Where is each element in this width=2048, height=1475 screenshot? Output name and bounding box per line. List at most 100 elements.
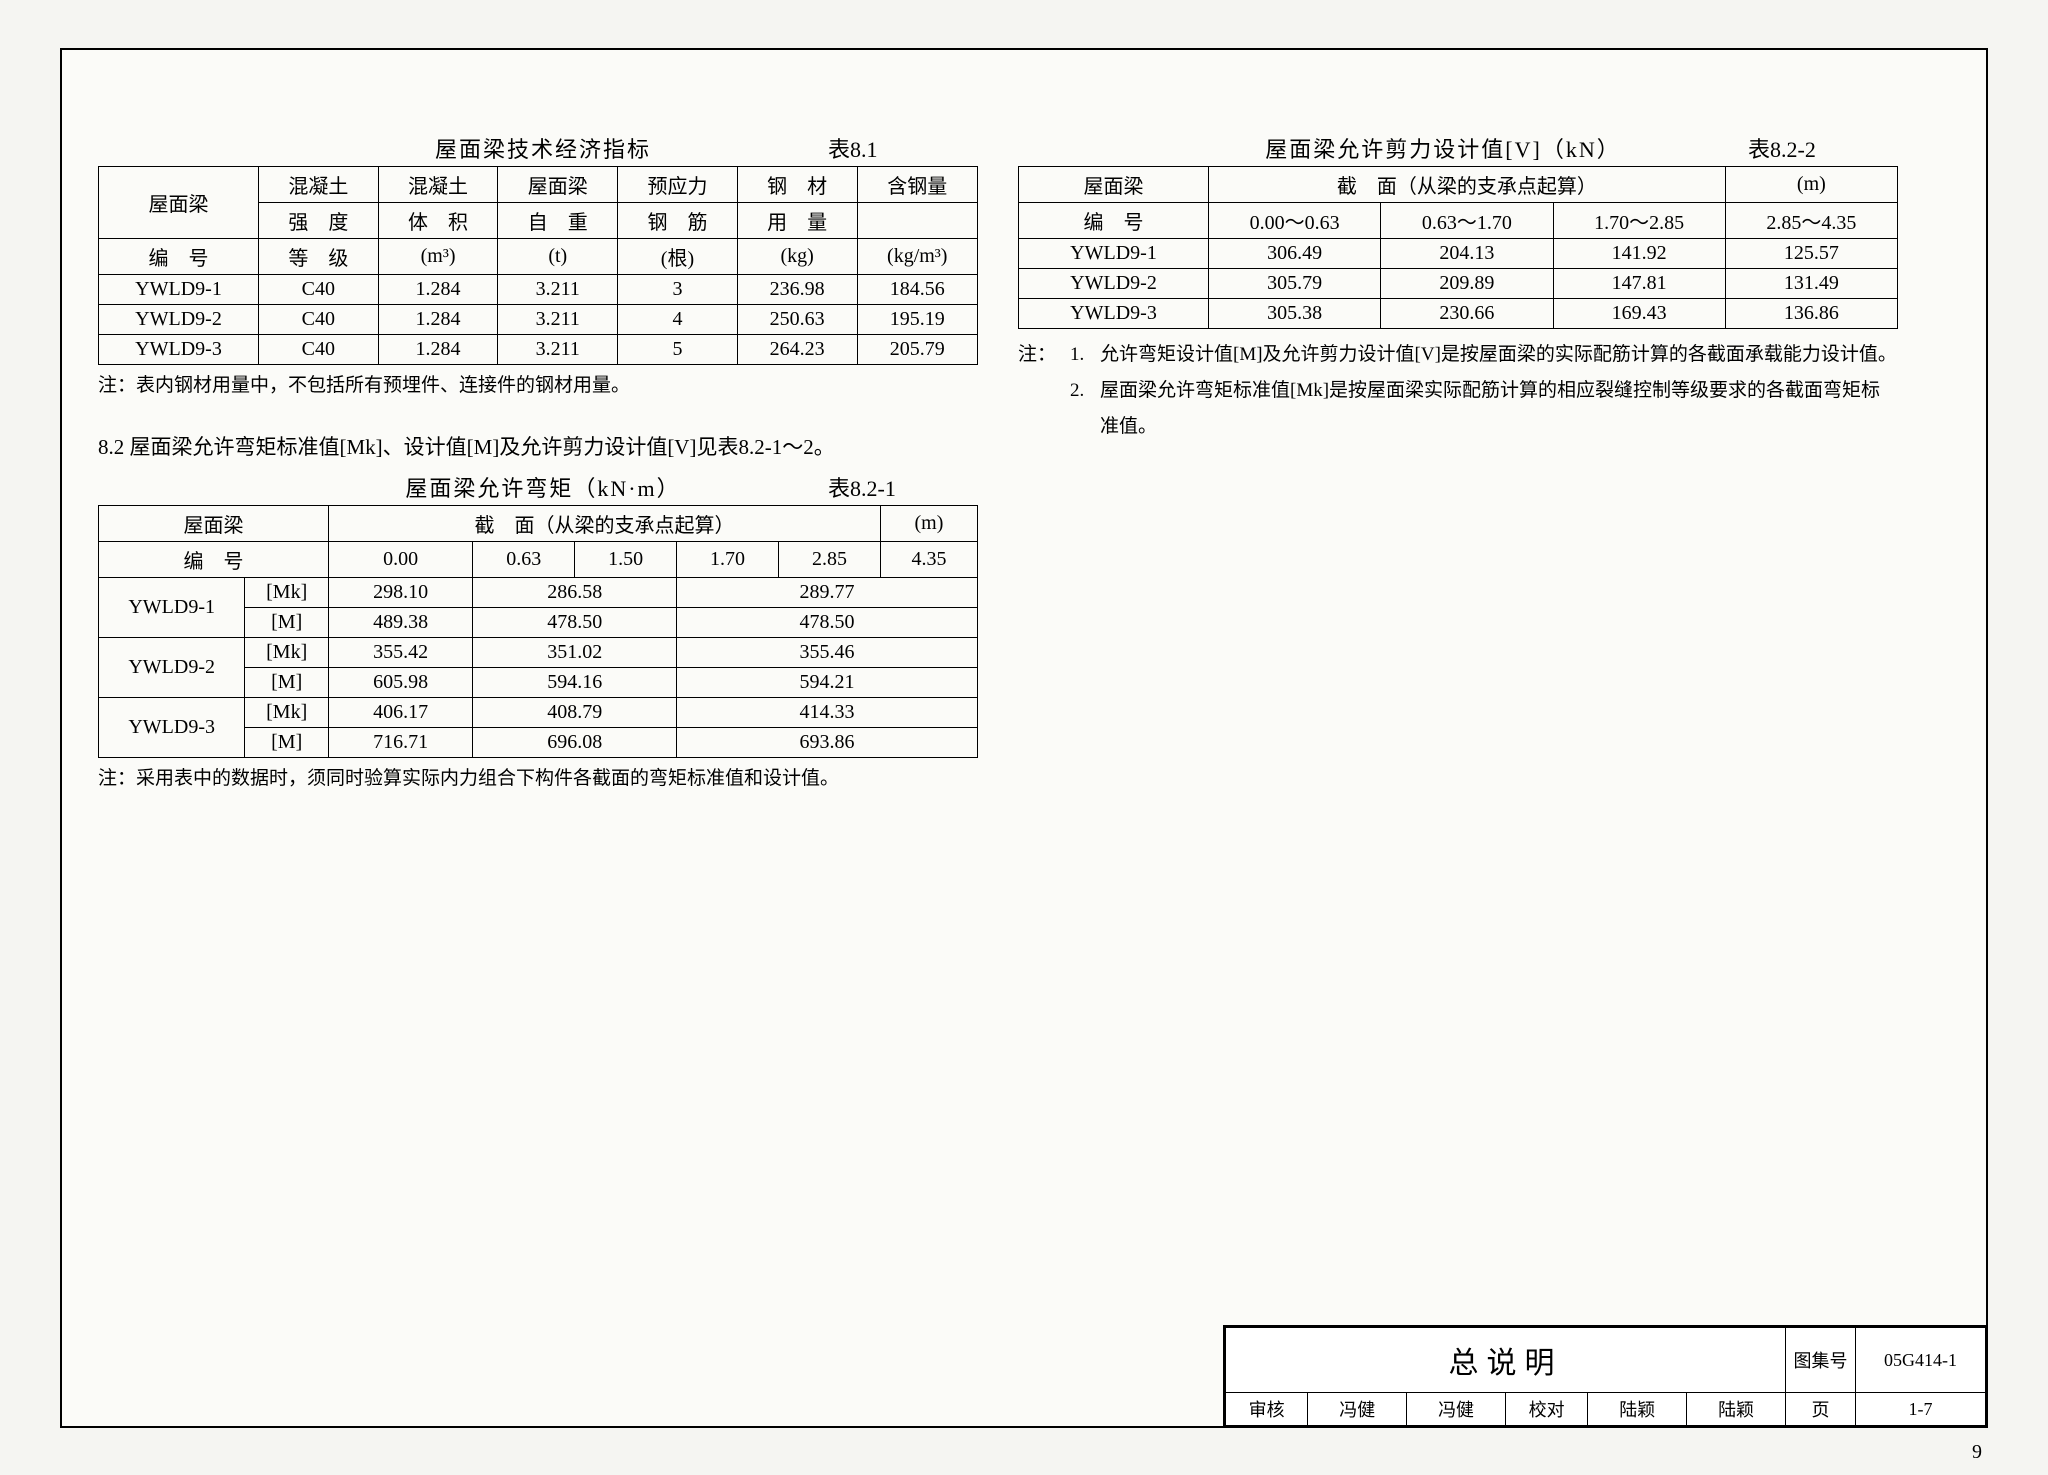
t822-sect-label: 截 面（从梁的支承点起算） [1337,176,1597,198]
table-cell: 147.81 [1553,269,1725,299]
t822-col3: 2.85～4.35 [1766,212,1856,234]
table-cell: 125.57 [1725,239,1897,269]
t822-unit: (m) [1797,173,1826,195]
table-cell: 305.38 [1209,299,1381,329]
table-cell: 605.98 [329,668,473,698]
table-cell: C40 [259,305,379,335]
table-8-2-2-number: 表8.2-2 [1748,132,1898,164]
tb-page-label: 页 [1812,1400,1830,1420]
t821-col5: 4.35 [911,548,946,570]
tb-set-no: 05G414-1 [1884,1350,1957,1370]
table-cell: 195.19 [857,305,977,335]
t821-col1: 0.63 [506,548,541,570]
table-cell: 355.42 [329,638,473,668]
table-cell: 250.63 [737,305,857,335]
t822-head-id: 编 号 [1084,212,1144,234]
mk-label: [Mk] [245,578,329,608]
table-cell: 478.50 [473,608,677,638]
t821-col3: 1.70 [710,548,745,570]
t81-head-id: 编 号 [149,248,209,270]
tb-main: 总说明 [1449,1347,1563,1380]
table-8-2-1: 屋面梁 截 面（从梁的支承点起算） (m) 编 号 0.00 0.63 1.50… [98,505,978,758]
t822-note-prefix: 注： [1018,337,1070,373]
t821-head-beam: 屋面梁 [184,515,244,537]
title-block: 总说明 图集号 05G414-1 审核 冯健 冯健 校对 陆颖 陆颖 页 1-7… [1223,1325,1988,1428]
table-8-2-1-title-row: 屋面梁允许弯矩（kN·m） 表8.2-1 [98,471,978,505]
table-cell: 3.211 [498,335,618,365]
tb-page-no: 1-7 [1909,1399,1933,1419]
table-cell: 204.13 [1381,239,1553,269]
t81-c0-l3: 等 级 [288,248,348,270]
t81-c2-l3: (t) [548,245,567,267]
t821-col4: 2.85 [812,548,847,570]
t821-unit: (m) [915,512,944,534]
t81-c4-l1: 钢 材 [767,176,827,198]
tb-review-sig: 冯健 [1438,1400,1474,1420]
table-cell: YWLD9-1 [99,275,259,305]
section-8-2: 8.2 屋面梁允许弯矩标准值[Mk]、设计值[M]及允许剪力设计值[V]见表8.… [98,431,978,461]
table-cell: 414.33 [677,698,978,728]
tb-check-name: 陆颖 [1619,1400,1655,1420]
t81-c4-l2: 用 量 [767,212,827,234]
t822-note-1: 允许弯矩设计值[M]及允许剪力设计值[V]是按屋面梁的实际配筋计算的各截面承载能… [1100,337,1898,373]
table-8-1-note: 注：表内钢材用量中，不包括所有预埋件、连接件的钢材用量。 [98,371,978,401]
table-cell: 205.79 [857,335,977,365]
mk-label: [Mk] [245,638,329,668]
tb-review: 审核 [1249,1400,1285,1420]
table-cell: 1.284 [378,275,498,305]
table-cell: YWLD9-2 [1019,269,1209,299]
t822-head-beam: 屋面梁 [1084,176,1144,198]
t821-sect-label: 截 面（从梁的支承点起算） [474,515,734,537]
tb-check: 校对 [1529,1400,1565,1420]
t81-c2-l2: 自 重 [528,212,588,234]
table-8-2-2-notes: 注： 1. 允许弯矩设计值[M]及允许剪力设计值[V]是按屋面梁的实际配筋计算的… [1018,337,1898,445]
t81-c3-l2: 钢 筋 [647,212,707,234]
table-cell: 1.284 [378,335,498,365]
t822-note-num-2: 2. [1070,373,1100,445]
t81-c3-l1: 预应力 [647,176,707,198]
table-cell: 693.86 [677,728,978,758]
m-label: [M] [245,728,329,758]
drawing-page: 屋面梁技术经济指标 表8.1 屋面梁 混凝土 混凝土 屋面梁 预应力 钢 材 含… [60,48,1988,1428]
right-column: 屋面梁允许剪力设计值[V]（kN） 表8.2-2 屋面梁 截 面（从梁的支承点起… [1018,132,1898,795]
table-cell: 298.10 [329,578,473,608]
t81-c4-l3: (kg) [781,245,814,267]
t822-col1: 0.63～1.70 [1422,212,1512,234]
table-cell: 594.16 [473,668,677,698]
table-cell: 264.23 [737,335,857,365]
table-cell: 489.38 [329,608,473,638]
t81-head-beam: 屋面梁 [149,194,209,216]
table-8-2-1-title: 屋面梁允许弯矩（kN·m） [258,471,828,503]
m-label: [M] [245,668,329,698]
table-row-id: YWLD9-3 [99,698,245,758]
tb-review-name: 冯健 [1339,1400,1375,1420]
table-8-2-1-number: 表8.2-1 [828,471,978,503]
table-8-1: 屋面梁 混凝土 混凝土 屋面梁 预应力 钢 材 含钢量 强 度 体 积 自 重 … [98,166,978,365]
mk-label: [Mk] [245,698,329,728]
table-cell: 141.92 [1553,239,1725,269]
table-cell: 236.98 [737,275,857,305]
t81-c5-l3: (kg/m³) [887,245,947,267]
table-cell: 406.17 [329,698,473,728]
table-cell: 169.43 [1553,299,1725,329]
table-cell: 286.58 [473,578,677,608]
table-cell: 696.08 [473,728,677,758]
table-cell: 131.49 [1725,269,1897,299]
table-cell: YWLD9-3 [1019,299,1209,329]
table-8-1-title-row: 屋面梁技术经济指标 表8.1 [98,132,978,166]
table-cell: YWLD9-1 [1019,239,1209,269]
table-8-2-2: 屋面梁 截 面（从梁的支承点起算） (m) 编 号 0.00～0.63 0.63… [1018,166,1898,329]
table-cell: 478.50 [677,608,978,638]
table-cell: 136.86 [1725,299,1897,329]
table-cell: 209.89 [1381,269,1553,299]
t822-col0: 0.00～0.63 [1250,212,1340,234]
table-8-2-1-note: 注：采用表中的数据时，须同时验算实际内力组合下构件各截面的弯矩标准值和设计值。 [98,764,978,794]
table-cell: 408.79 [473,698,677,728]
t821-col2: 1.50 [608,548,643,570]
table-cell: 230.66 [1381,299,1553,329]
table-cell: 1.284 [378,305,498,335]
tb-check-sig: 陆颖 [1718,1400,1754,1420]
table-row-id: YWLD9-1 [99,578,245,638]
table-cell: 716.71 [329,728,473,758]
page-number: 9 [1972,1441,1982,1464]
